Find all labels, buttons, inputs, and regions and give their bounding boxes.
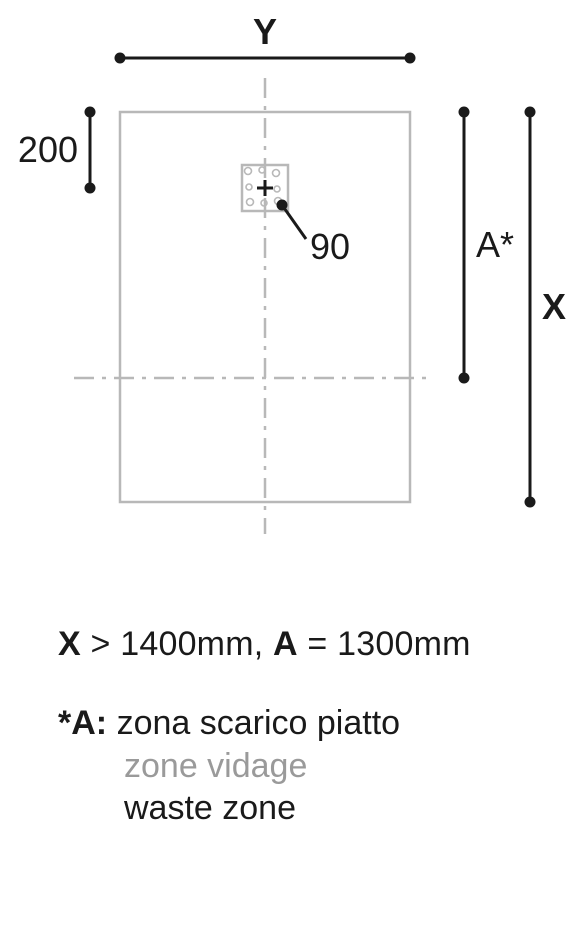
svg-text:Y: Y bbox=[253, 11, 277, 52]
legend-block: X > 1400mm, A = 1300mm *A: zona scarico … bbox=[58, 625, 538, 830]
legend-footnote: *A: zona scarico piatto zone vidage wast… bbox=[58, 702, 538, 830]
svg-text:90: 90 bbox=[310, 226, 350, 267]
legend-a-symbol: A bbox=[273, 625, 298, 663]
legend-a-text: = 1300mm bbox=[298, 625, 471, 663]
legend-dimensions: X > 1400mm, A = 1300mm bbox=[58, 625, 538, 664]
svg-text:200: 200 bbox=[18, 129, 78, 170]
legend-a-english: waste zone bbox=[58, 787, 538, 830]
legend-x-text: > 1400mm, bbox=[81, 625, 273, 663]
legend-a-italian: zona scarico piatto bbox=[117, 704, 401, 742]
legend-a-french: zone vidage bbox=[58, 745, 538, 788]
svg-text:A*: A* bbox=[476, 224, 514, 265]
svg-text:X: X bbox=[542, 286, 566, 327]
legend-a-label: *A: bbox=[58, 704, 107, 742]
legend-x-symbol: X bbox=[58, 625, 81, 663]
technical-diagram: Y 200 A* X 90 bbox=[0, 0, 583, 565]
